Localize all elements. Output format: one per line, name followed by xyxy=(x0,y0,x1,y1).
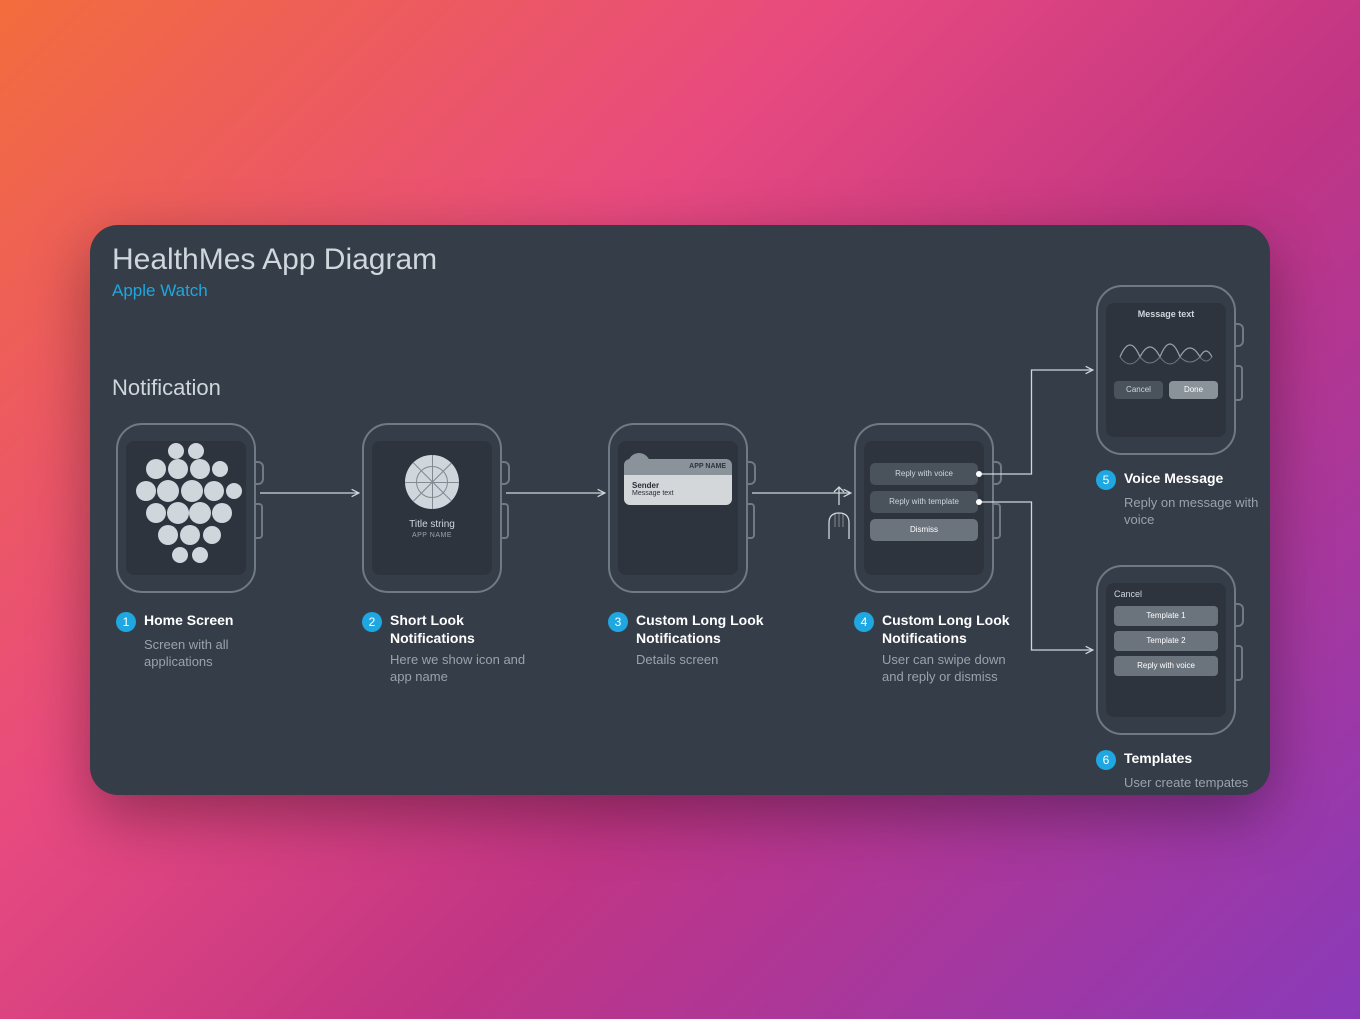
section-label: Notification xyxy=(112,375,221,401)
done-button[interactable]: Done xyxy=(1169,381,1218,399)
watch-long-look-actions: Reply with voice Reply with template Dis… xyxy=(854,423,994,593)
branch-dot-template xyxy=(976,499,982,505)
app-name-label: APP NAME xyxy=(372,532,492,539)
watch-templates: Cancel Template 1 Template 2 Reply with … xyxy=(1096,565,1236,735)
reply-voice-button[interactable]: Reply with voice xyxy=(1114,656,1218,676)
step-number: 6 xyxy=(1096,750,1116,770)
template-2-button[interactable]: Template 2 xyxy=(1114,631,1218,651)
step-6-label: 6Templates User create tempates xyxy=(1096,749,1266,792)
step-number: 3 xyxy=(608,612,628,632)
app-icon-placeholder xyxy=(405,455,459,509)
template-1-button[interactable]: Template 1 xyxy=(1114,606,1218,626)
title-string: Title string xyxy=(372,519,492,530)
app-name-badge: APP NAME xyxy=(689,463,726,470)
watch-short-look: Title string APP NAME xyxy=(362,423,502,593)
step-number: 4 xyxy=(854,612,874,632)
sender-label: Sender xyxy=(632,481,724,490)
message-text: Message text xyxy=(1106,303,1226,319)
step-4-label: 4Custom Long Look Notifications User can… xyxy=(854,611,1024,686)
step-3-label: 3Custom Long Look Notifications Details … xyxy=(608,611,778,669)
app-honeycomb-icon xyxy=(126,441,246,575)
swipe-up-icon xyxy=(821,483,857,546)
step-number: 2 xyxy=(362,612,382,632)
step-1-label: 1Home Screen Screen with all application… xyxy=(116,611,286,671)
cancel-label[interactable]: Cancel xyxy=(1106,583,1226,601)
step-5-label: 5Voice Message Reply on message with voi… xyxy=(1096,469,1266,529)
step-number: 1 xyxy=(116,612,136,632)
watch-voice-message: Message text Cancel Done xyxy=(1096,285,1236,455)
diagram-panel: HealthMes App Diagram Apple Watch Notifi… xyxy=(90,225,1270,795)
diagram-subtitle: Apple Watch xyxy=(112,281,437,301)
cancel-button[interactable]: Cancel xyxy=(1114,381,1163,399)
reply-template-button[interactable]: Reply with template xyxy=(870,491,978,513)
title-block: HealthMes App Diagram Apple Watch xyxy=(112,243,437,301)
waveform-icon xyxy=(1114,327,1218,373)
dismiss-button[interactable]: Dismiss xyxy=(870,519,978,541)
branch-dot-voice xyxy=(976,471,982,477)
step-2-label: 2Short Look Notifications Here we show i… xyxy=(362,611,532,686)
watch-long-look-detail: APP NAME Sender Message text xyxy=(608,423,748,593)
watch-home-screen xyxy=(116,423,256,593)
sender-avatar-icon xyxy=(628,453,650,475)
step-number: 5 xyxy=(1096,470,1116,490)
reply-voice-button[interactable]: Reply with voice xyxy=(870,463,978,485)
message-text: Message text xyxy=(632,490,724,497)
diagram-title: HealthMes App Diagram xyxy=(112,243,437,277)
